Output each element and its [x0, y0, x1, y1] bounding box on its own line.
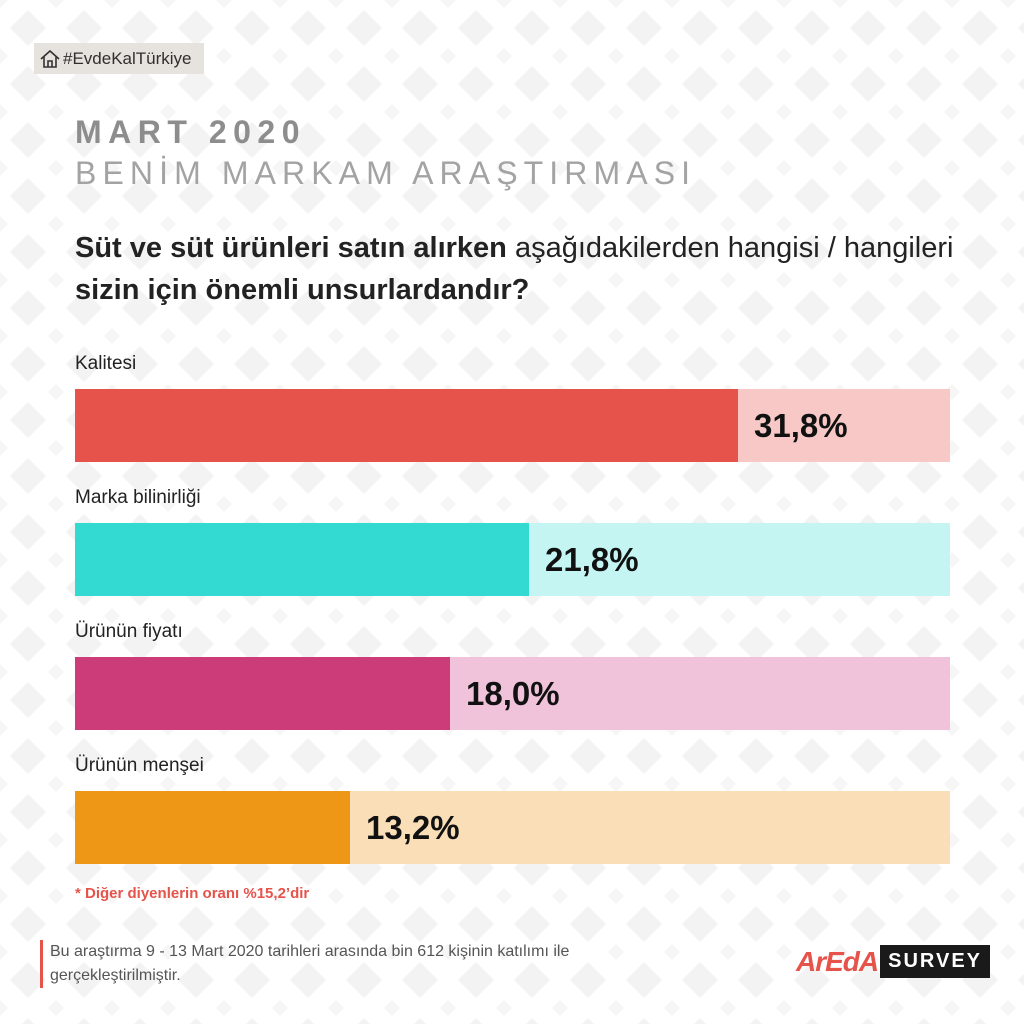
- source-note: Bu araştırma 9 - 13 Mart 2020 tarihleri …: [40, 940, 570, 988]
- data-label: 13,2%: [366, 808, 460, 846]
- data-label: 18,0%: [466, 674, 560, 712]
- logo-brand: ArEdA: [796, 945, 879, 977]
- bar: [75, 523, 529, 596]
- logo-survey: SURVEY: [880, 945, 991, 978]
- bar: [75, 657, 450, 730]
- bar-track: 31,8%: [75, 389, 950, 462]
- data-label: 21,8%: [545, 540, 639, 578]
- category-label: Ürünün menşei: [75, 755, 204, 776]
- category-label: Ürünün fiyatı: [75, 621, 183, 642]
- category-label: Marka bilinirliği: [75, 487, 201, 508]
- survey-date-title: MART 2020: [75, 114, 306, 150]
- category-label: Kalitesi: [75, 353, 137, 374]
- bar-track: 21,8%: [75, 523, 950, 596]
- question-text: Süt ve süt ürünleri satın alırken aşağıd…: [75, 227, 975, 311]
- bar: [75, 389, 738, 462]
- bar: [75, 791, 350, 864]
- survey-name-title: BENİM MARKAM ARAŞTIRMASI: [75, 155, 697, 191]
- footnote: * Diğer diyenlerin oranı %15,2’dir: [75, 885, 310, 902]
- hashtag-text: #EvdeKalTürkiye: [63, 48, 192, 68]
- question-part3: sizin için önemli unsurlardandır?: [75, 274, 530, 306]
- home-icon: [40, 49, 60, 68]
- bar-track: 13,2%: [75, 791, 950, 864]
- hashtag-badge: #EvdeKalTürkiye: [34, 43, 204, 74]
- areda-survey-logo: ArEdA SURVEY: [796, 945, 991, 978]
- question-part2: aşağıdakilerden hangisi / hangileri: [514, 232, 954, 264]
- data-label: 31,8%: [754, 406, 848, 444]
- question-part1: Süt ve süt ürünleri satın alırken: [75, 232, 507, 264]
- bar-track: 18,0%: [75, 657, 950, 730]
